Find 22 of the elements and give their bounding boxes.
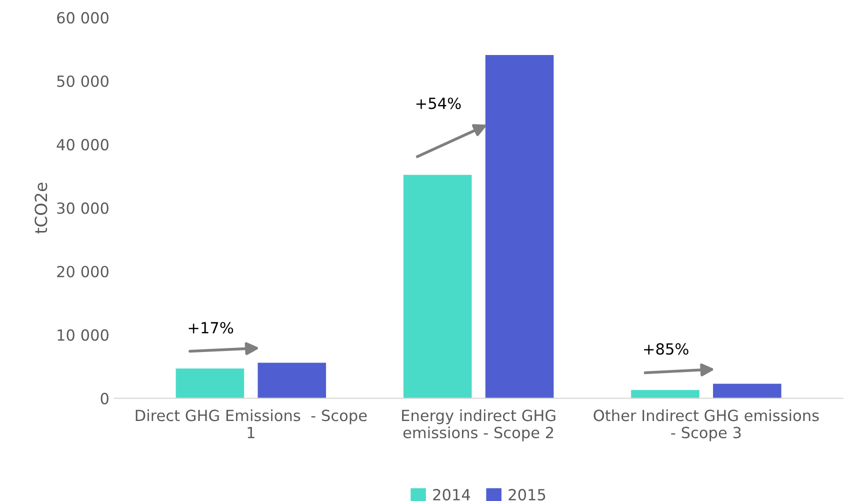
- annotation: +85%: [644, 343, 688, 355]
- x-tick-label: Direct GHG Emissions - Scope 1: [136, 409, 367, 438]
- bar: [176, 368, 244, 398]
- y-axis-title: tCO2e: [34, 182, 48, 234]
- legend-label: 2014: [433, 488, 470, 500]
- bar: [485, 54, 554, 398]
- y-tick-label: 50 000: [57, 75, 108, 88]
- bar: [403, 174, 472, 398]
- annotation: +17%: [188, 322, 234, 334]
- y-tick-label: 20 000: [57, 266, 108, 278]
- bar: [713, 384, 782, 398]
- x-tick-label: Other Indirect GHG emissions - Scope 3: [594, 409, 819, 442]
- x-tick-label: Energy indirect GHG emissions - Scope 2: [402, 409, 556, 442]
- y-tick-label: 30 000: [57, 202, 108, 214]
- bar: [258, 362, 326, 398]
- y-tick-label: 40 000: [56, 138, 108, 150]
- bar: [631, 390, 700, 398]
- annotation: +54%: [416, 98, 461, 110]
- y-tick-label: 0: [100, 392, 108, 404]
- y-tick-label: 60 000: [57, 12, 108, 24]
- legend-label: 2015: [508, 488, 546, 500]
- y-tick-label: 10 000: [58, 329, 108, 341]
